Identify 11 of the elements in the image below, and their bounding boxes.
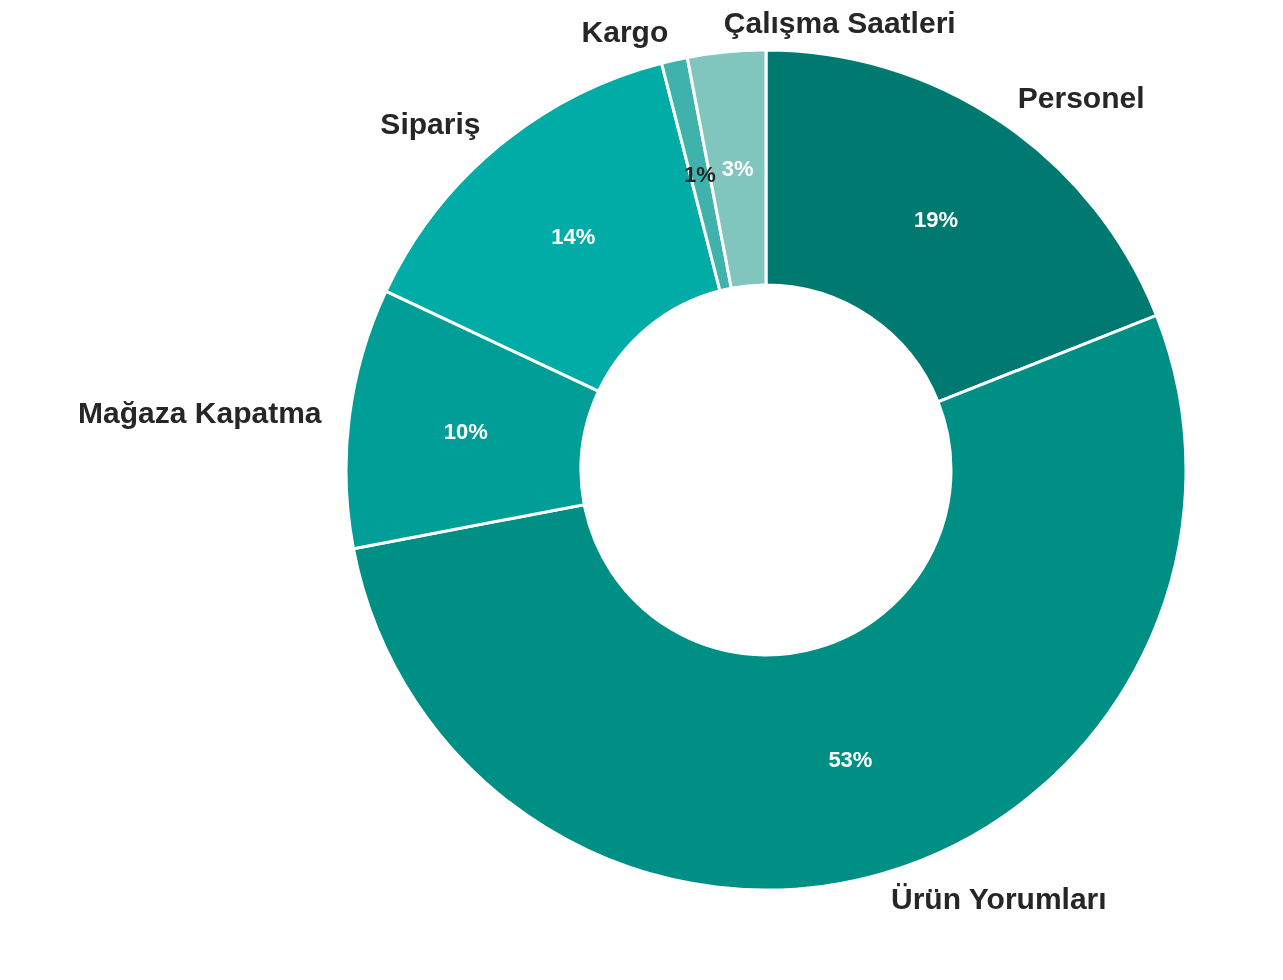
data-label: 10% [443, 419, 488, 445]
data-label: 19% [914, 206, 959, 232]
slice-label: Personel [1017, 81, 1145, 115]
data-label: 3% [721, 155, 754, 181]
slice-label: Çalışma Saatleri [723, 5, 956, 39]
data-label: 14% [551, 223, 596, 249]
slice-label: Kargo [581, 14, 669, 48]
slice-label: Mağaza Kapatma [78, 395, 322, 429]
data-label: 53% [828, 747, 873, 773]
slice-label: Sipariş [380, 106, 481, 140]
slice-label: Ürün Yorumları [890, 882, 1107, 916]
